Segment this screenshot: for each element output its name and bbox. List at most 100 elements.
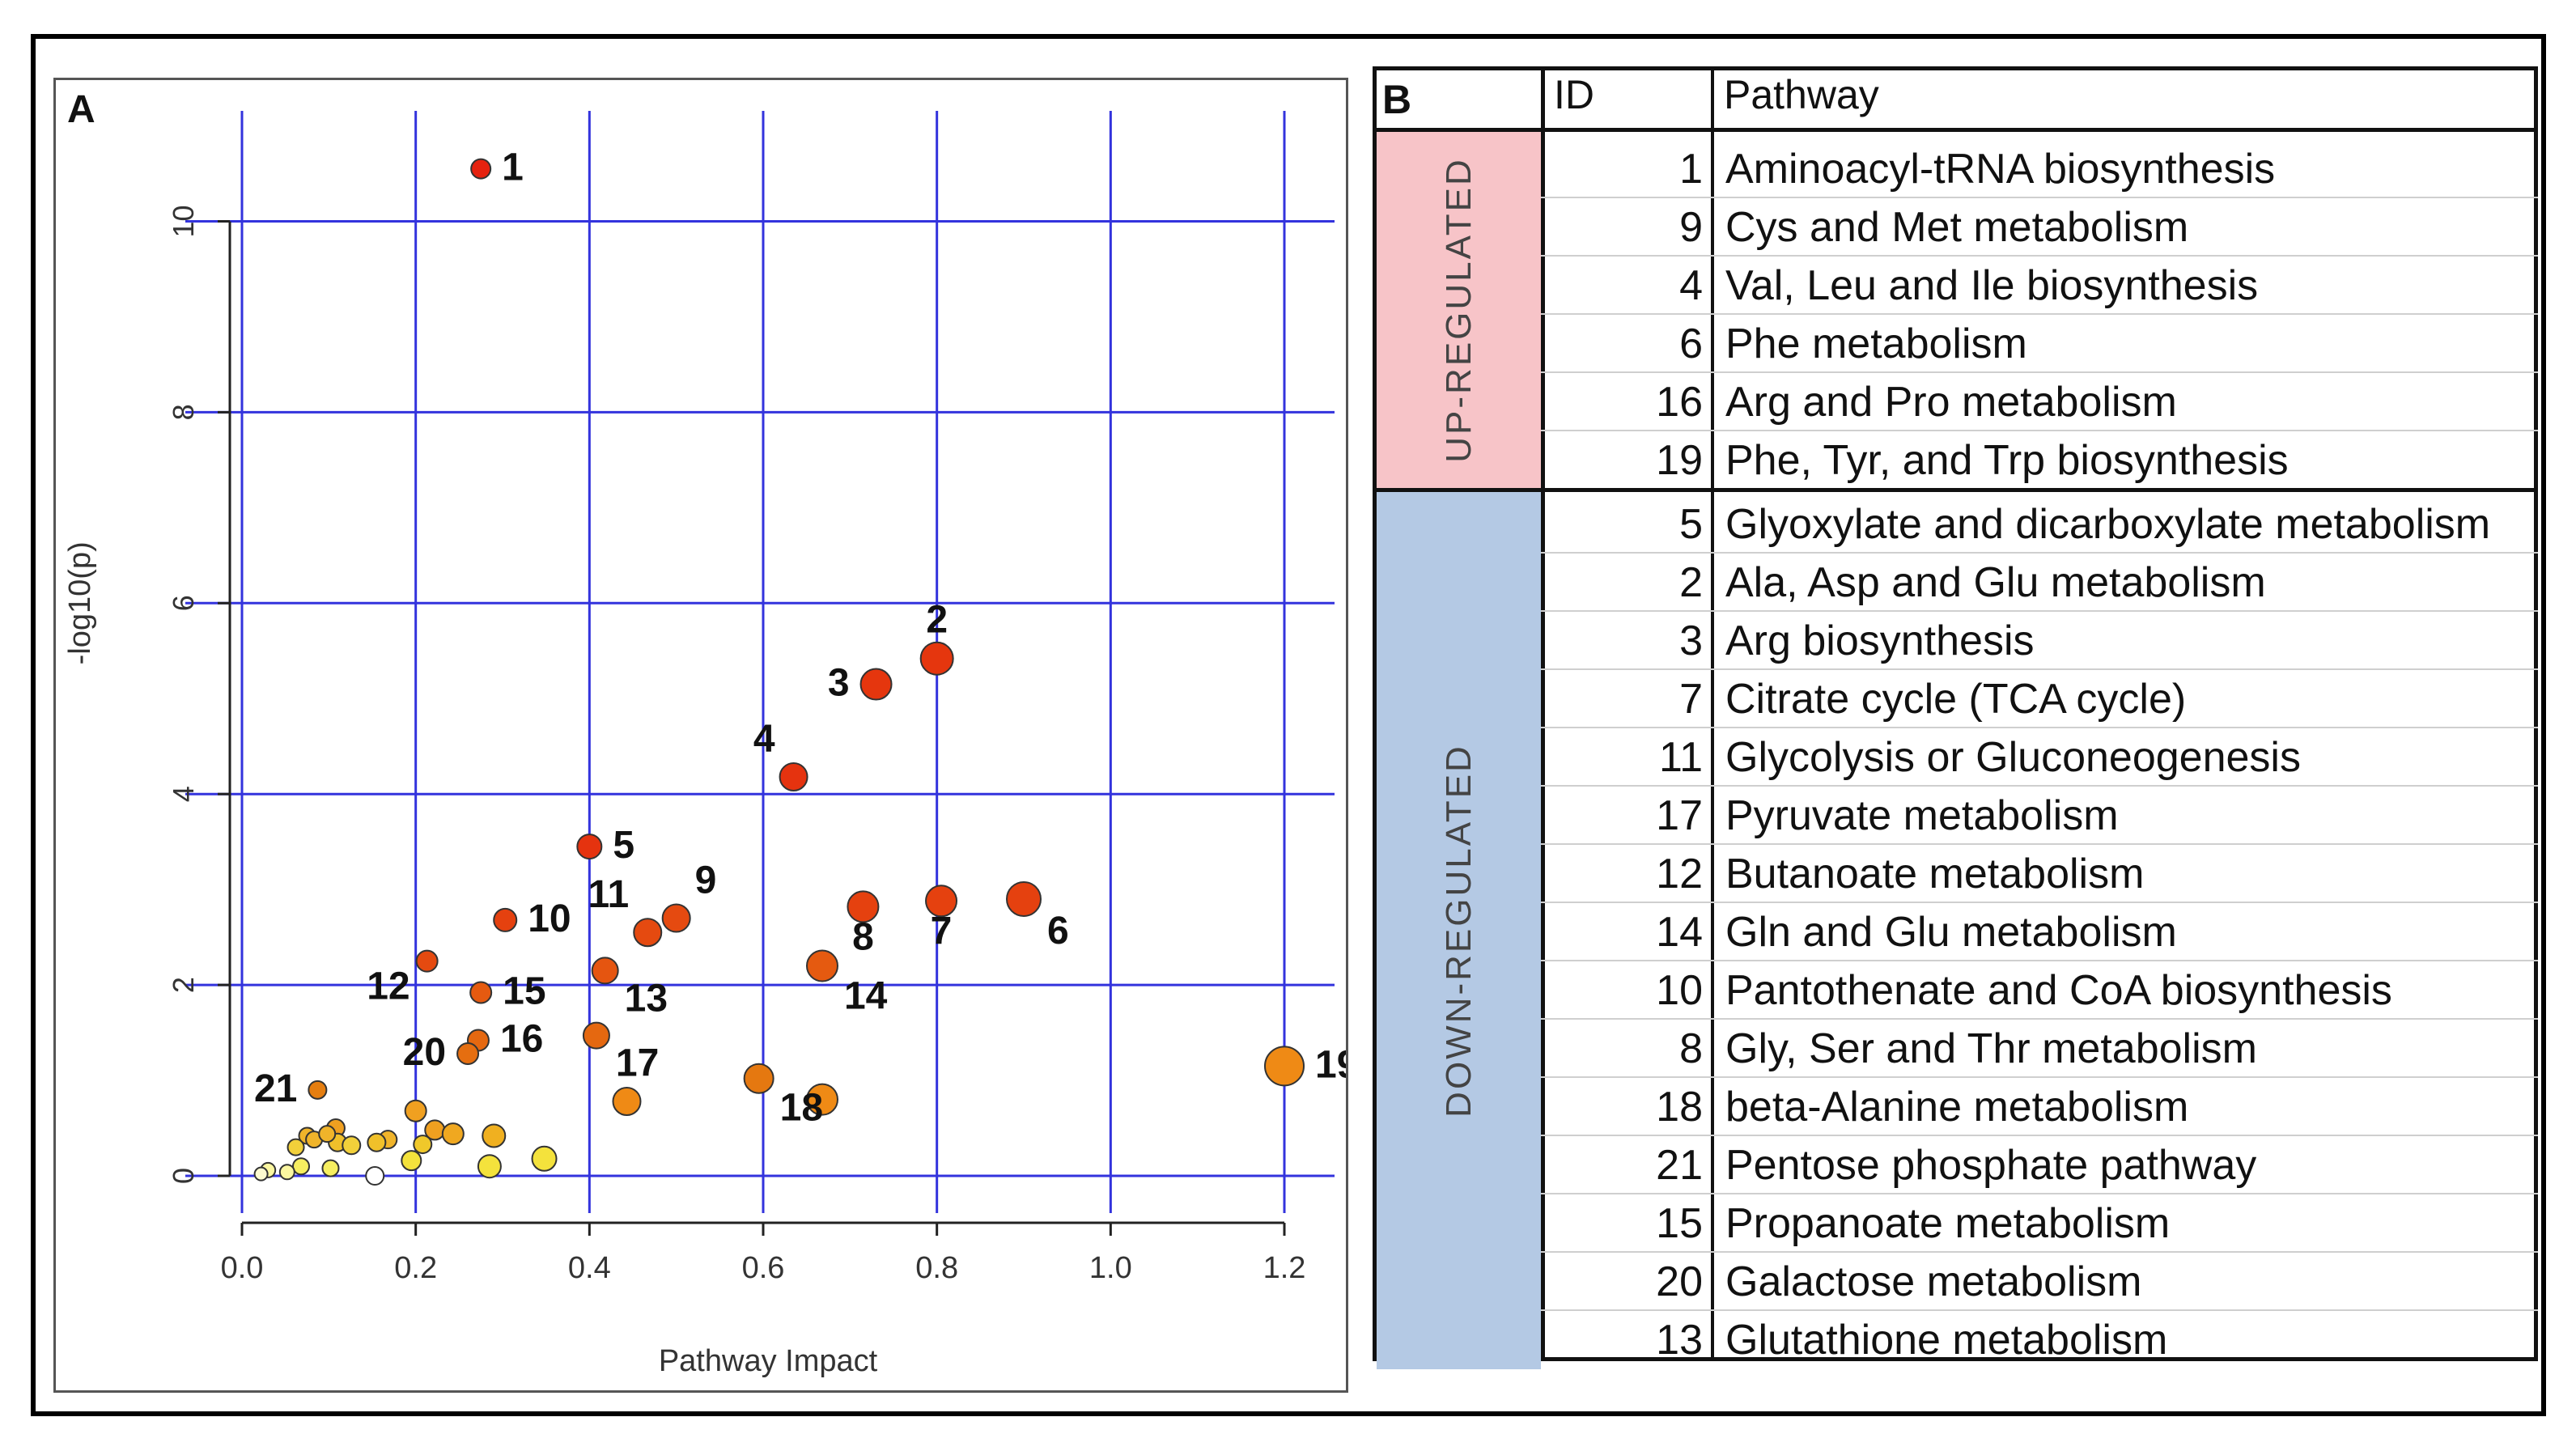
table-row-id: 21 <box>1545 1135 1711 1193</box>
point-label-16: 16 <box>500 1018 543 1061</box>
data-point <box>342 1135 362 1156</box>
point-label-1: 1 <box>502 146 524 189</box>
row-id-text: 7 <box>1679 676 1703 723</box>
data-point-17 <box>582 1021 610 1050</box>
data-point <box>404 1099 427 1122</box>
data-point <box>318 1125 337 1143</box>
y-axis-title: -log10(p) <box>63 541 97 664</box>
data-point-12 <box>415 949 439 973</box>
data-point <box>278 1164 295 1181</box>
data-point-19 <box>1264 1046 1305 1087</box>
table-row-id: 14 <box>1545 902 1711 960</box>
row-id-text: 4 <box>1679 262 1703 309</box>
table-row-id: 15 <box>1545 1193 1711 1251</box>
y-tick-label: 4 <box>167 786 200 802</box>
row-id-text: 9 <box>1679 204 1703 251</box>
row-id-text: 1 <box>1679 146 1703 193</box>
point-label-18: 18 <box>780 1087 823 1130</box>
data-point <box>321 1159 340 1177</box>
data-point-20 <box>456 1042 480 1066</box>
table-row-id: 16 <box>1545 371 1711 430</box>
data-point-7 <box>925 885 958 918</box>
table-row-id: 13 <box>1545 1309 1711 1368</box>
table-row-pathway: Propanoate metabolism <box>1725 1200 2171 1247</box>
data-point-14 <box>805 949 838 982</box>
y-tick-label: 10 <box>167 205 200 237</box>
point-label-21: 21 <box>254 1067 297 1110</box>
table-row-id: 5 <box>1545 494 1711 552</box>
point-label-4: 4 <box>753 718 775 761</box>
data-point-2 <box>919 641 954 676</box>
table-row-pathway: Gly, Ser and Thr metabolism <box>1725 1025 2257 1072</box>
table-row-pathway: Ala, Asp and Glu metabolism <box>1725 559 2266 606</box>
panel-label-a: A <box>67 88 95 131</box>
data-point-21 <box>308 1080 328 1100</box>
row-id-text: 2 <box>1679 559 1703 606</box>
row-divider <box>1541 843 2538 845</box>
data-point <box>441 1122 465 1146</box>
table-row-pathway: beta-Alanine metabolism <box>1725 1084 2189 1131</box>
table-row-pathway: Pentose phosphate pathway <box>1725 1142 2257 1189</box>
data-point-18 <box>743 1063 774 1094</box>
table-row-pathway: Aminoacyl-tRNA biosynthesis <box>1725 146 2276 193</box>
data-point-3 <box>859 668 893 701</box>
x-tick-label: 0.6 <box>742 1251 785 1285</box>
y-tick-label: 8 <box>167 404 200 420</box>
row-id-text: 13 <box>1656 1317 1703 1364</box>
x-axis-title: Pathway Impact <box>659 1344 878 1378</box>
data-point-4 <box>779 762 808 791</box>
row-divider <box>1541 960 2538 961</box>
table-row-id: 17 <box>1545 785 1711 843</box>
table-row-pathway: Glyoxylate and dicarboxylate metabolism <box>1725 501 2491 548</box>
row-divider <box>1541 430 2538 431</box>
data-point-8 <box>847 890 880 923</box>
row-divider <box>1541 371 2538 373</box>
data-point <box>482 1123 507 1148</box>
table-row-id: 8 <box>1545 1018 1711 1076</box>
header-id: ID <box>1554 72 1594 117</box>
row-id-text: 17 <box>1656 792 1703 839</box>
table-row-pathway: Gln and Glu metabolism <box>1725 909 2177 956</box>
point-label-2: 2 <box>926 599 948 642</box>
x-tick-label: 0.4 <box>568 1251 611 1285</box>
point-label-8: 8 <box>852 915 874 958</box>
data-point <box>805 1083 838 1116</box>
table-row-id: 9 <box>1545 197 1711 255</box>
data-point-11 <box>633 918 663 948</box>
row-divider <box>1541 1135 2538 1136</box>
row-divider <box>1541 727 2538 728</box>
table-row-pathway: Arg biosynthesis <box>1725 617 2035 664</box>
table-row-id: 10 <box>1545 960 1711 1018</box>
row-divider <box>1541 785 2538 787</box>
x-tick-label: 0.8 <box>915 1251 958 1285</box>
group-label: UP-REGULATED <box>1438 157 1479 463</box>
data-point-1 <box>470 158 492 180</box>
y-tick-label: 2 <box>167 977 200 993</box>
data-point-13 <box>591 957 619 985</box>
col-divider <box>1541 66 1545 1361</box>
row-id-text: 6 <box>1679 320 1703 367</box>
data-point-10 <box>493 907 518 932</box>
row-divider <box>1541 610 2538 612</box>
row-id-text: 10 <box>1656 967 1703 1014</box>
table-row-id: 7 <box>1545 668 1711 727</box>
table-row-id: 2 <box>1545 552 1711 610</box>
figure-frame <box>31 34 2546 1416</box>
table-row-id: 12 <box>1545 843 1711 902</box>
row-id-text: 20 <box>1656 1258 1703 1305</box>
table-row-pathway: Glycolysis or Gluconeogenesis <box>1725 734 2301 781</box>
table-row-id: 20 <box>1545 1251 1711 1309</box>
point-label-17: 17 <box>616 1042 659 1085</box>
x-tick-label: 1.0 <box>1089 1251 1132 1285</box>
table-row-pathway: Butanoate metabolism <box>1725 851 2145 897</box>
row-id-text: 16 <box>1656 379 1703 426</box>
data-point <box>413 1135 433 1155</box>
table-row-id: 11 <box>1545 727 1711 785</box>
row-divider <box>1541 1076 2538 1078</box>
table-row-pathway: Arg and Pro metabolism <box>1725 379 2177 426</box>
x-tick-label: 1.2 <box>1263 1251 1306 1285</box>
data-point <box>477 1154 502 1179</box>
table-row-pathway: Pantothenate and CoA biosynthesis <box>1725 967 2392 1014</box>
table-row-pathway: Glutathione metabolism <box>1725 1317 2168 1364</box>
row-id-text: 14 <box>1656 909 1703 956</box>
